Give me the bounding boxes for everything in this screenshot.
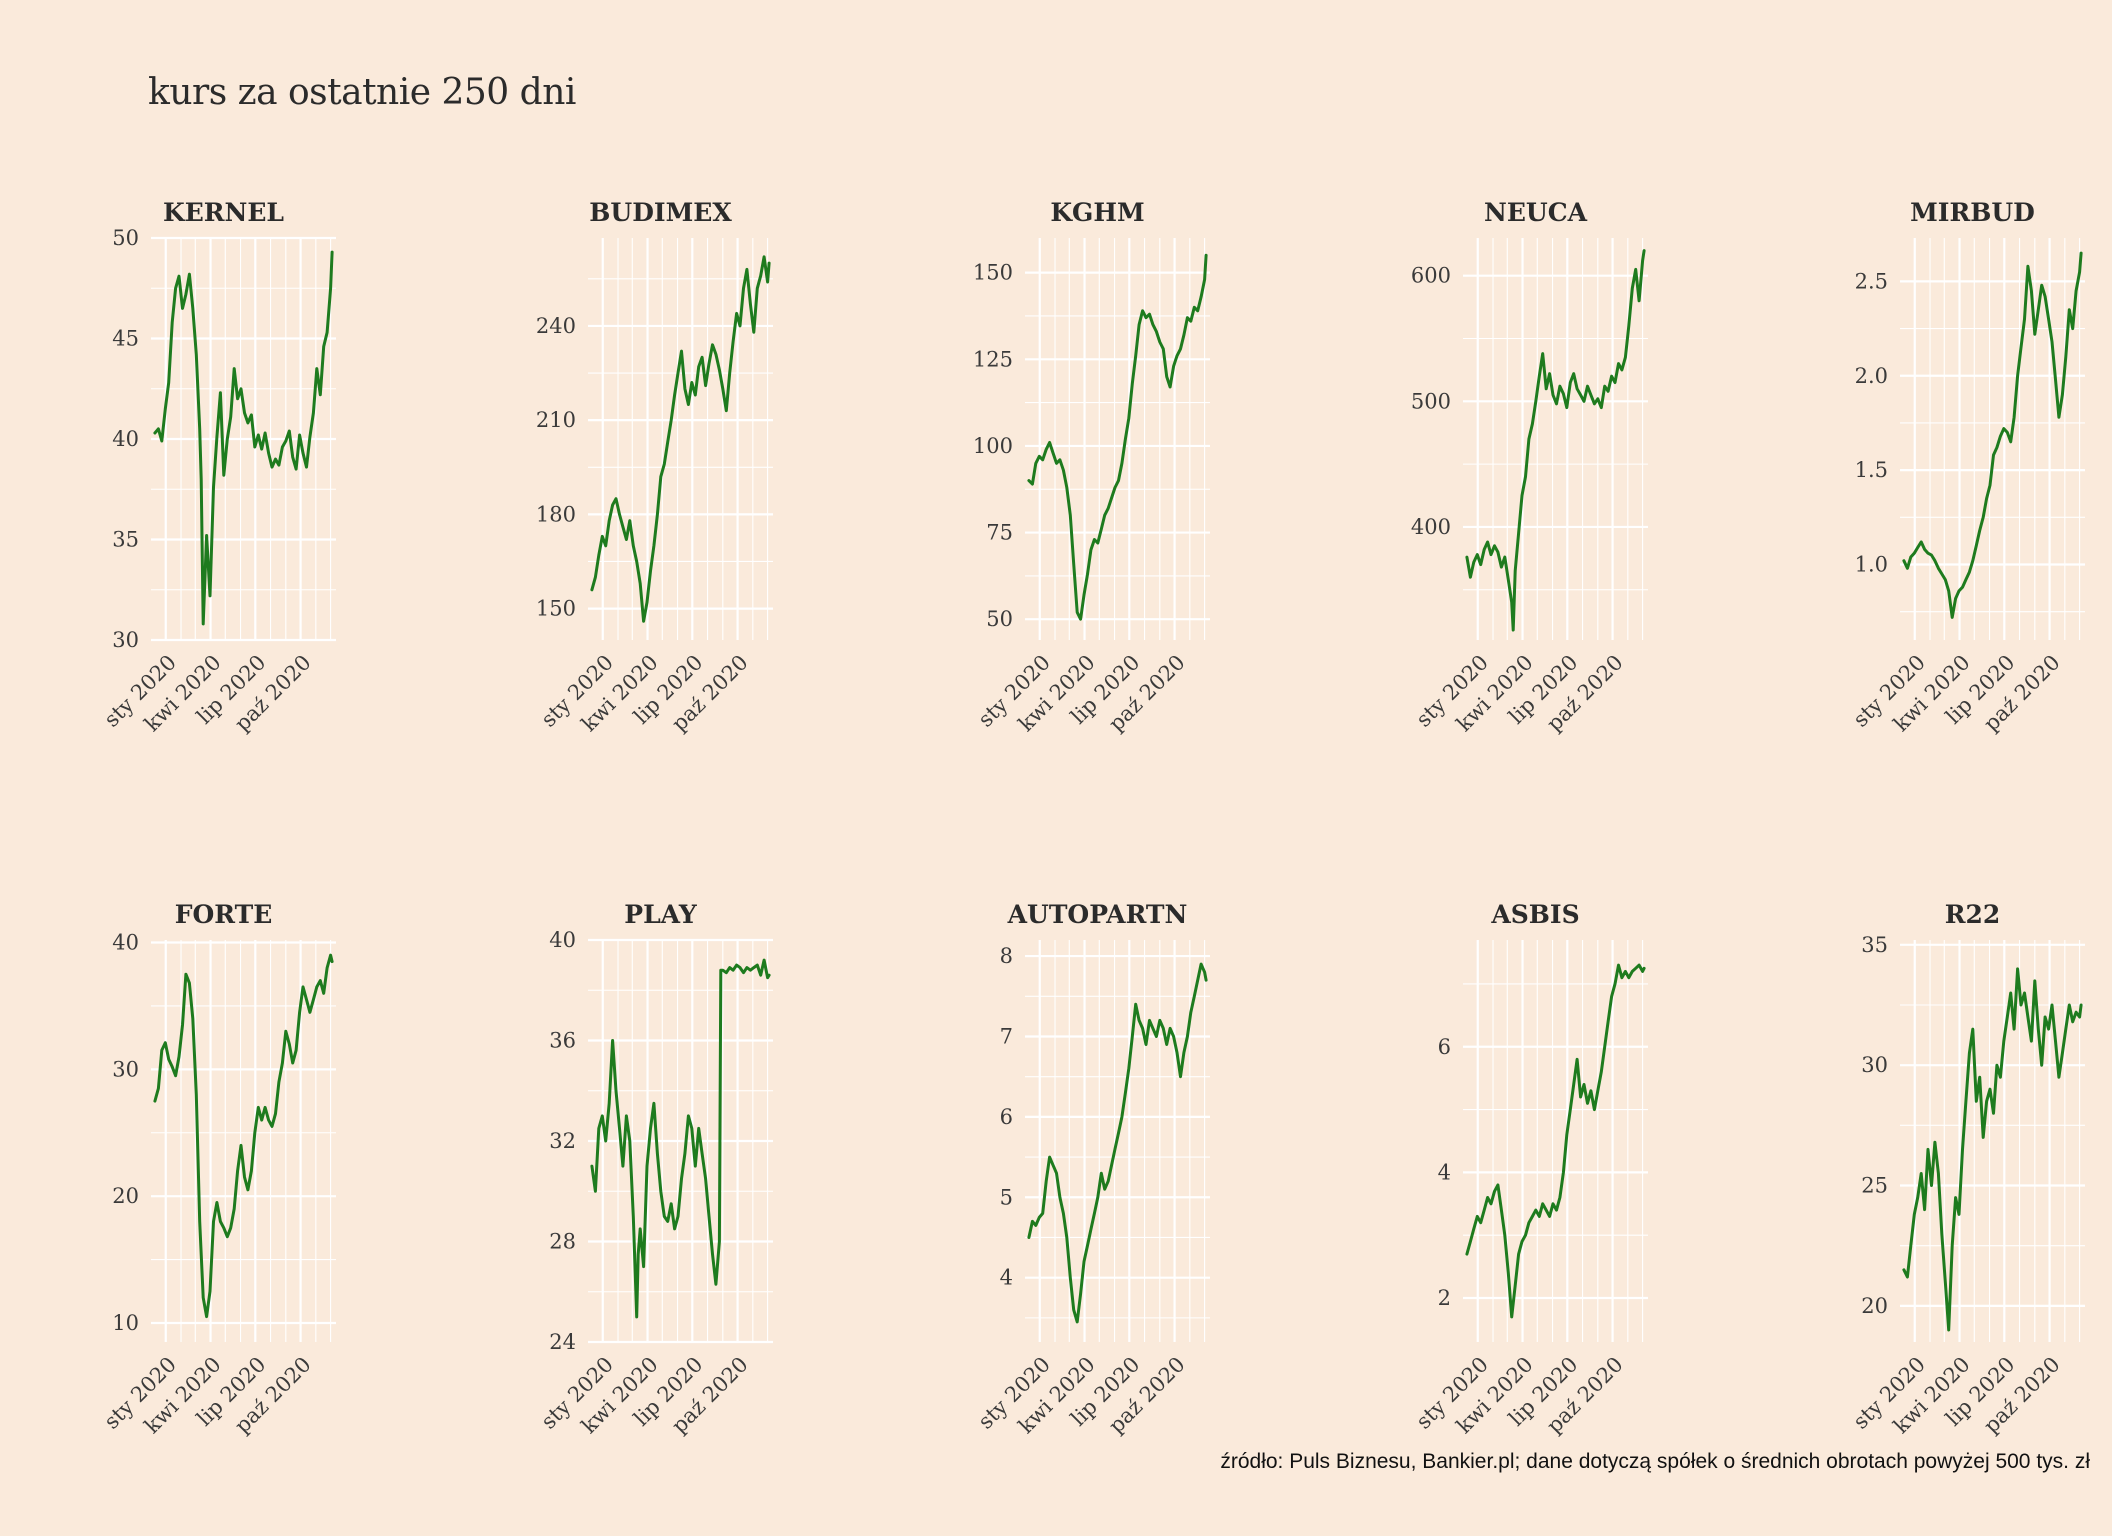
y-tick-label: 240 (536, 314, 576, 338)
panel-title: AUTOPARTN (1007, 900, 1188, 929)
y-tick-label: 6 (1438, 1035, 1451, 1059)
y-tick-label: 1.5 (1855, 458, 1888, 482)
source-caption: źródło: Puls Biznesu, Bankier.pl; dane d… (1220, 1450, 2090, 1473)
y-tick-label: 210 (536, 408, 576, 432)
y-tick-label: 25 (1861, 1174, 1888, 1198)
y-tick-label: 8 (1000, 944, 1013, 968)
y-tick-label: 6 (1000, 1105, 1013, 1129)
y-tick-label: 20 (112, 1184, 139, 1208)
y-tick-label: 36 (549, 1029, 576, 1053)
y-tick-label: 32 (549, 1129, 576, 1153)
price-line (153, 250, 334, 626)
price-line (1902, 251, 2083, 619)
y-tick-label: 40 (112, 931, 139, 955)
y-tick-label: 150 (973, 261, 1013, 285)
y-tick-label: 400 (1411, 515, 1451, 539)
panel-title: KERNEL (163, 198, 284, 227)
y-tick-label: 35 (1861, 933, 1888, 957)
y-tick-label: 28 (549, 1230, 576, 1254)
y-tick-label: 40 (112, 427, 139, 451)
y-tick-label: 180 (536, 502, 576, 526)
y-tick-label: 7 (1000, 1024, 1013, 1048)
y-tick-label: 5 (1000, 1185, 1013, 1209)
y-tick-label: 2.0 (1855, 364, 1888, 388)
y-tick-label: 4 (1000, 1266, 1013, 1290)
price-line (1902, 967, 2083, 1332)
y-tick-label: 24 (549, 1330, 576, 1354)
y-tick-label: 2.5 (1855, 269, 1888, 293)
price-line (153, 953, 334, 1319)
y-tick-label: 500 (1411, 389, 1451, 413)
price-line (1465, 249, 1646, 632)
price-line (1465, 963, 1646, 1319)
y-tick-label: 1.0 (1855, 553, 1888, 577)
y-tick-label: 100 (973, 434, 1013, 458)
panel-title: PLAY (624, 900, 698, 929)
price-line (1027, 962, 1208, 1324)
y-tick-label: 125 (973, 347, 1013, 371)
panel-title: ASBIS (1490, 900, 1579, 929)
y-tick-label: 30 (112, 628, 139, 652)
y-tick-label: 50 (112, 226, 139, 250)
y-tick-label: 600 (1411, 264, 1451, 288)
panel-title: MIRBUD (1910, 198, 2035, 227)
page-title: kurs za ostatnie 250 dni (148, 72, 576, 113)
y-tick-label: 20 (1861, 1294, 1888, 1318)
y-tick-label: 75 (986, 521, 1013, 545)
y-tick-label: 45 (112, 327, 139, 351)
y-tick-label: 2 (1438, 1286, 1451, 1310)
price-line (590, 958, 771, 1319)
price-line (1027, 253, 1208, 621)
y-tick-label: 30 (112, 1057, 139, 1081)
panel-title: BUDIMEX (589, 198, 732, 227)
panel-title: FORTE (175, 900, 273, 929)
y-tick-label: 10 (112, 1311, 139, 1335)
price-line (590, 255, 771, 623)
panel-title: R22 (1945, 900, 2001, 929)
y-tick-label: 30 (1861, 1053, 1888, 1077)
y-tick-label: 4 (1438, 1160, 1451, 1184)
panel-title: NEUCA (1484, 198, 1588, 227)
y-tick-label: 150 (536, 597, 576, 621)
panel-title: KGHM (1050, 198, 1144, 227)
y-tick-label: 35 (112, 528, 139, 552)
y-tick-label: 50 (986, 607, 1013, 631)
y-tick-label: 40 (549, 928, 576, 952)
